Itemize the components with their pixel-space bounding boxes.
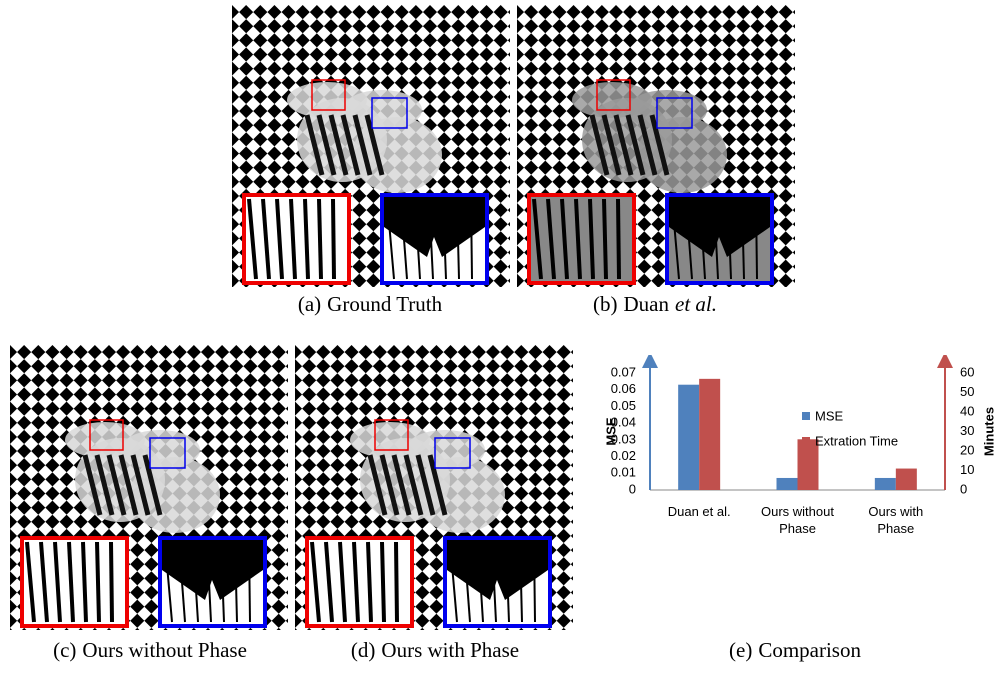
caption-text: Ground Truth — [327, 292, 442, 316]
y-axis-label: MSE — [603, 417, 618, 446]
object-blob — [405, 430, 485, 470]
caption-text: Duan — [624, 292, 670, 316]
y2-tick-label: 20 — [960, 442, 974, 457]
y-tick-label: 0 — [629, 481, 636, 496]
image-panel — [517, 5, 795, 287]
inset-texture — [618, 199, 619, 279]
legend-label: MSE — [815, 408, 844, 423]
caption-text: Ours without Phase — [82, 638, 247, 662]
inset-texture — [111, 542, 112, 622]
x-tick-label: Duan et al. — [652, 503, 746, 520]
bar — [777, 478, 798, 490]
bar — [896, 469, 917, 490]
caption-text: Ours with Phase — [381, 638, 519, 662]
x-tick-label-box: Ours without Phase — [751, 503, 845, 543]
inset-texture — [333, 199, 334, 279]
caption-label: (d) — [351, 638, 376, 662]
caption: (a) Ground Truth — [298, 292, 442, 317]
legend-swatch — [802, 437, 810, 445]
x-tick-label-box: Ours with Phase — [849, 503, 943, 543]
inset-texture — [319, 199, 321, 279]
x-tick-label-box: Duan et al. — [652, 503, 746, 543]
page: (a) Ground Truth (b)Duanet al. (c) Ours wi… — [0, 0, 1000, 677]
object-blob — [342, 90, 422, 130]
x-tick-label: Ours with Phase — [849, 503, 943, 537]
y-tick-label: 0.07 — [611, 364, 636, 379]
y2-tick-label: 40 — [960, 403, 974, 418]
y2-tick-label: 60 — [960, 364, 974, 379]
y-tick-label: 0.01 — [611, 465, 636, 480]
caption-emphasis: et al. — [675, 292, 717, 316]
inset-texture — [382, 542, 384, 622]
chart: 00.010.020.030.040.050.060.0701020304050… — [590, 355, 998, 605]
bar — [699, 379, 720, 490]
legend-swatch — [802, 412, 810, 420]
caption: (d)Ours with Phase — [351, 638, 519, 663]
y-tick-label: 0.06 — [611, 381, 636, 396]
caption: (e) Comparison — [729, 638, 861, 663]
image-panel — [295, 345, 573, 630]
caption: (c) Ours without Phase — [53, 638, 247, 663]
y2-tick-label: 30 — [960, 423, 974, 438]
caption-label: (c) — [53, 638, 76, 662]
y2-tick-label: 0 — [960, 481, 967, 496]
object-blob — [627, 90, 707, 130]
image-panel — [232, 5, 510, 287]
caption-text: Comparison — [758, 638, 861, 662]
y2-tick-label: 10 — [960, 462, 974, 477]
y-tick-label: 0.02 — [611, 448, 636, 463]
inset-texture — [396, 542, 397, 622]
inset-texture — [97, 542, 99, 622]
y2-tick-label: 50 — [960, 384, 974, 399]
y-tick-label: 0.05 — [611, 398, 636, 413]
caption-label: (e) — [729, 638, 752, 662]
inset-texture — [604, 199, 606, 279]
object-blob — [120, 430, 200, 470]
caption-label: (a) — [298, 292, 321, 316]
bar — [678, 385, 699, 490]
legend-label: Extration Time — [815, 433, 898, 448]
x-tick-label: Ours without Phase — [751, 503, 845, 537]
y2-axis-label: Minutes — [981, 407, 996, 456]
caption-label: (b) — [593, 292, 618, 316]
image-panel — [10, 345, 288, 630]
bar — [875, 478, 896, 490]
